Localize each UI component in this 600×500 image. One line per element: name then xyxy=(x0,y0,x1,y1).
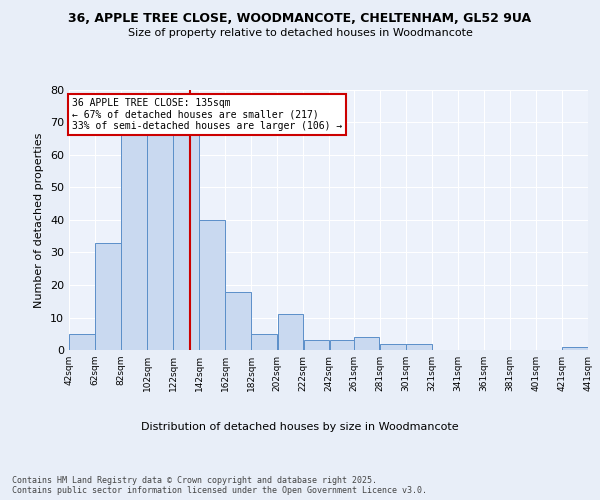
Bar xyxy=(329,340,355,350)
Text: 36 APPLE TREE CLOSE: 135sqm
← 67% of detached houses are smaller (217)
33% of se: 36 APPLE TREE CLOSE: 135sqm ← 67% of det… xyxy=(71,98,342,132)
Bar xyxy=(380,344,406,350)
Bar xyxy=(562,347,587,350)
Bar xyxy=(199,220,225,350)
Text: Contains HM Land Registry data © Crown copyright and database right 2025.
Contai: Contains HM Land Registry data © Crown c… xyxy=(12,476,427,495)
Text: 36, APPLE TREE CLOSE, WOODMANCOTE, CHELTENHAM, GL52 9UA: 36, APPLE TREE CLOSE, WOODMANCOTE, CHELT… xyxy=(68,12,532,26)
Bar xyxy=(121,132,146,350)
Bar xyxy=(70,334,95,350)
Bar xyxy=(406,344,431,350)
Y-axis label: Number of detached properties: Number of detached properties xyxy=(34,132,44,308)
Bar xyxy=(278,314,303,350)
Bar xyxy=(354,337,379,350)
Text: Size of property relative to detached houses in Woodmancote: Size of property relative to detached ho… xyxy=(128,28,472,38)
Bar xyxy=(226,292,251,350)
Bar xyxy=(173,136,199,350)
Bar xyxy=(95,243,121,350)
Bar xyxy=(251,334,277,350)
Bar xyxy=(304,340,329,350)
Bar xyxy=(148,136,173,350)
Text: Distribution of detached houses by size in Woodmancote: Distribution of detached houses by size … xyxy=(141,422,459,432)
